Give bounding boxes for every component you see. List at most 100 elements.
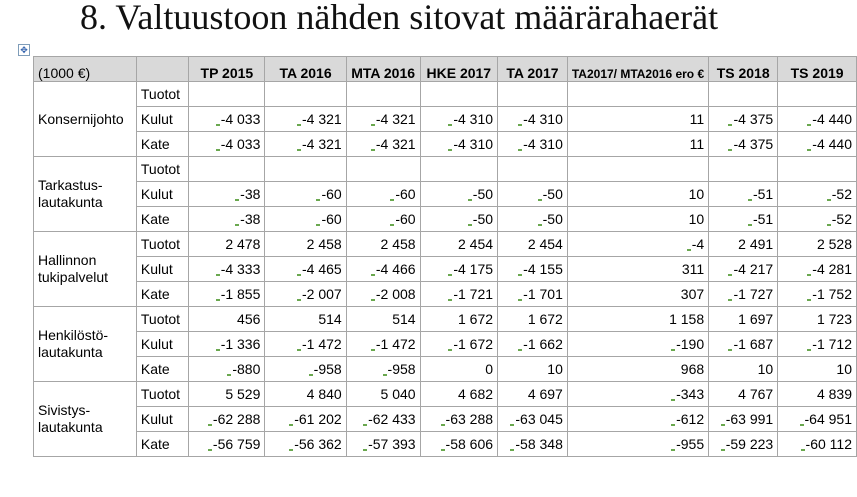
value-text: 456 (237, 311, 261, 327)
value-cell: 968 (566, 356, 710, 382)
value-text: -1 712 (812, 336, 852, 352)
column-header-difference: TA2017/ MTA2016 ero € (566, 56, 710, 82)
value-text: -62 288 (212, 411, 261, 427)
value-cell (777, 81, 857, 107)
value-cell: -63 991 (708, 406, 779, 432)
value-cell: 11 (566, 106, 710, 132)
value-text: -60 (395, 211, 416, 227)
value-text: -56 759 (212, 436, 261, 452)
value-text: -60 112 (805, 436, 852, 452)
value-cell: -2 007 (264, 281, 347, 307)
value-cell: -38 (188, 181, 266, 207)
value-cell: -62 433 (345, 406, 421, 432)
value-cell: 10 (777, 356, 857, 382)
value-cell: -880 (188, 356, 266, 382)
value-text: -4 321 (375, 136, 416, 152)
value-text: -958 (387, 361, 416, 377)
value-text: -56 362 (294, 436, 342, 452)
table-row: Sivistys- lautakunta Tuotot 5 529 4 840 5 04… (33, 381, 857, 457)
value-cell: -60 (264, 181, 347, 207)
value-cell: -50 (497, 206, 568, 232)
value-cell: 10 (566, 181, 710, 207)
value-cell: -4 375 (708, 106, 779, 132)
value-text: 11 (689, 136, 705, 152)
value-cell: 10 (566, 206, 710, 232)
value-text: -4 465 (302, 261, 342, 277)
value-text: -61 202 (294, 411, 342, 427)
value-text: 5 529 (225, 386, 261, 402)
value-cell: 4 840 (264, 381, 347, 407)
value-cell: -51 (708, 181, 779, 207)
value-text: 1 672 (527, 311, 563, 327)
value-cell: -2 008 (345, 281, 421, 307)
value-text: -4 321 (375, 111, 416, 127)
value-cell: -4 281 (777, 256, 857, 282)
value-cell: -60 (264, 206, 347, 232)
row-label-cell: Kulut (135, 181, 190, 207)
value-text: -1 672 (453, 336, 494, 352)
value-text: 514 (318, 311, 342, 327)
value-cell: -60 112 (777, 431, 857, 457)
value-cell: 1 672 (419, 306, 499, 332)
value-text: -4 (691, 236, 705, 252)
value-cell: 11 (566, 131, 710, 157)
value-cell: -58 348 (497, 431, 568, 457)
value-cell: -63 045 (497, 406, 568, 432)
value-cell (188, 81, 266, 107)
value-cell: 4 697 (497, 381, 568, 407)
value-cell: -1 687 (708, 331, 779, 357)
table-row: Tarkastus- lautakunta Tuotot (33, 156, 857, 232)
value-text: -4 375 (733, 111, 774, 127)
table-move-handle-icon[interactable]: ✥ (18, 44, 30, 56)
value-text: 2 528 (816, 236, 852, 252)
table-row: Kate -56 759 -56 362 -57 393 -58 606 -58 348 -… (34, 431, 857, 457)
value-text: -1 472 (375, 336, 416, 352)
value-text: -4 440 (812, 111, 852, 127)
value-cell: -61 202 (264, 406, 347, 432)
value-text: 10 (688, 186, 705, 202)
value-cell: -4 466 (345, 256, 421, 282)
value-text: -4 281 (812, 261, 852, 277)
value-cell: 10 (708, 356, 779, 382)
value-cell: -50 (419, 206, 499, 232)
value-text: -60 (395, 186, 416, 202)
value-text: -4 310 (453, 111, 494, 127)
value-cell: -4 310 (497, 131, 568, 157)
value-text: 10 (547, 361, 563, 377)
value-cell: -60 (345, 181, 421, 207)
value-text: 2 454 (457, 236, 494, 252)
value-cell (264, 156, 347, 182)
table-row: Kate -880 -958 -958 0 10 968 10 10 (34, 356, 857, 382)
value-cell: -38 (188, 206, 266, 232)
table-row: Henkilöstö- lautakunta Tuotot 456 514 514 1 6… (33, 306, 857, 382)
value-text: 307 (680, 286, 705, 302)
value-cell: -4 321 (345, 106, 421, 132)
value-cell: -56 759 (188, 431, 266, 457)
value-text: -4 310 (523, 111, 563, 127)
value-text: -4 321 (302, 111, 342, 127)
value-cell: -50 (497, 181, 568, 207)
value-text: 10 (757, 361, 774, 377)
value-cell: -64 951 (777, 406, 857, 432)
value-text: 1 723 (816, 311, 852, 327)
value-cell: 2 528 (777, 231, 857, 257)
value-text: -4 440 (812, 136, 852, 152)
value-text: -1 687 (733, 336, 774, 352)
unit-name-cell: Tarkastus- lautakunta (33, 156, 137, 232)
value-cell: -955 (566, 431, 710, 457)
value-cell: 4 839 (777, 381, 857, 407)
value-text: -60 (321, 186, 342, 202)
value-text: -4 321 (302, 136, 342, 152)
value-cell: -52 (777, 206, 857, 232)
value-text: -343 (676, 386, 705, 402)
value-text: 514 (392, 311, 416, 327)
value-cell: 2 478 (188, 231, 266, 257)
value-text: -58 348 (515, 436, 563, 452)
row-label-cell: Kulut (135, 106, 190, 132)
value-text: -4 310 (453, 136, 494, 152)
value-cell: 5 040 (345, 381, 421, 407)
value-cell: -4 321 (264, 131, 347, 157)
value-cell: -52 (777, 181, 857, 207)
value-text: -2 008 (375, 286, 416, 302)
value-cell: 4 767 (708, 381, 779, 407)
